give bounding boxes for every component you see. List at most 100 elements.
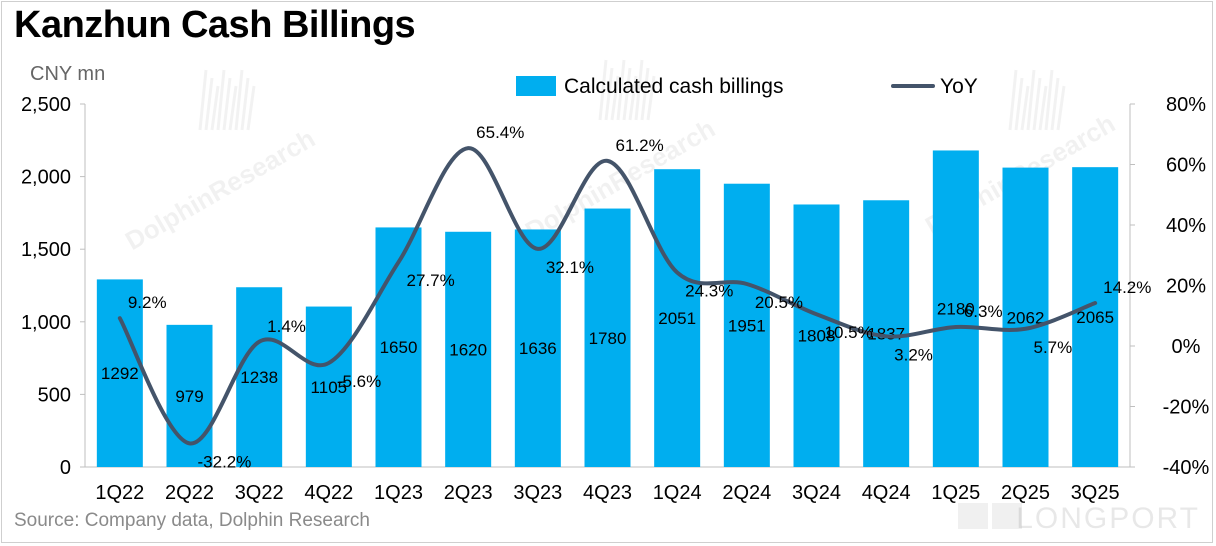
right-axis-tick-label: 0% [1172, 336, 1201, 358]
bar-value-label: 1650 [380, 338, 418, 357]
x-axis-tick-label: 3Q24 [792, 482, 841, 504]
watermark-stripe [210, 85, 220, 131]
bar [96, 279, 143, 467]
source-note: Source: Company data, Dolphin Research [14, 510, 370, 531]
watermark-stripe [222, 77, 232, 131]
yoy-value-label: 61.2% [616, 136, 664, 155]
x-axis-tick-label: 1Q24 [653, 482, 702, 504]
watermark-stripe [234, 69, 244, 131]
x-axis-tick-label: 4Q23 [583, 482, 632, 504]
watermark-stripe [216, 69, 226, 131]
x-axis-tick-label: 1Q25 [931, 482, 980, 504]
bar-value-label: 2180 [937, 300, 975, 319]
watermark-stripe [1056, 85, 1066, 131]
bar-value-label: 979 [175, 387, 203, 406]
watermark-stripe [1038, 85, 1048, 131]
yoy-value-label: 14.2% [1103, 278, 1151, 297]
watermark-stripe [628, 75, 638, 121]
bar [932, 150, 979, 468]
x-axis-tick-label: 3Q22 [235, 482, 284, 504]
yoy-value-label: 1.4% [267, 317, 306, 336]
watermark-stripe [610, 75, 620, 121]
watermark-stripe [646, 75, 656, 121]
x-axis-tick-label: 4Q22 [304, 482, 353, 504]
watermark-stripe [640, 67, 650, 121]
bar [445, 231, 492, 467]
watermark-stripe [228, 85, 238, 131]
bar [305, 306, 352, 467]
watermark-stripe [1014, 77, 1024, 131]
yoy-value-label: 65.4% [476, 123, 524, 142]
x-axis-tick-label: 2Q25 [1001, 482, 1050, 504]
bar [584, 208, 631, 467]
watermark-stripe [616, 59, 626, 121]
yoy-line [117, 146, 1098, 446]
bar-value-label: 1292 [101, 364, 139, 383]
left-axis-tick-label: 2,500 [21, 94, 71, 116]
brand-logo-mark [958, 503, 1026, 529]
right-axis-tick-label: 40% [1166, 215, 1206, 237]
watermark-stripe [198, 69, 208, 131]
bar-value-label: 1620 [449, 340, 487, 359]
legend-label-line: YoY [940, 75, 978, 98]
chart-title: Kanzhun Cash Billings [14, 4, 416, 46]
left-axis-unit: CNY mn [30, 63, 106, 85]
bar [236, 287, 283, 467]
x-axis-tick-label: 2Q23 [444, 482, 493, 504]
x-axis-tick-label: 2Q24 [722, 482, 771, 504]
watermark-stripe [246, 85, 256, 131]
bar-value-label: 2051 [658, 309, 696, 328]
watermark-stripe [634, 59, 644, 121]
yoy-value-label: 3.2% [894, 345, 933, 364]
watermark-stripe [1044, 69, 1054, 131]
right-axis-tick-label: 80% [1166, 94, 1206, 116]
bar-value-label: 1951 [728, 316, 766, 335]
yoy-value-label: -32.2% [198, 452, 252, 471]
yoy-value-label: 24.3% [685, 281, 733, 300]
bar-value-label: 2065 [1076, 308, 1114, 327]
bar [1072, 167, 1119, 468]
legend-label-bars: Calculated cash billings [564, 75, 783, 98]
right-axis-tick-label: -20% [1163, 397, 1210, 419]
x-axis-tick-label: 1Q22 [95, 482, 144, 504]
bar [723, 183, 770, 468]
watermark-stripe [1032, 77, 1042, 131]
left-axis-tick-label: 2,000 [21, 167, 71, 189]
bar-value-label: 1636 [519, 339, 557, 358]
right-axis-tick-label: 20% [1166, 276, 1206, 298]
bar [375, 227, 422, 467]
watermark-stripe [1050, 77, 1060, 131]
left-axis-tick-label: 1,000 [21, 312, 71, 334]
x-axis-tick-label: 4Q24 [862, 482, 911, 504]
bar [654, 169, 701, 467]
right-axis-tick-label: -40% [1163, 457, 1210, 479]
bar-value-label: 1837 [867, 325, 905, 344]
yoy-value-label: 9.2% [128, 293, 167, 312]
bar [793, 204, 840, 467]
watermark-stripe [240, 77, 250, 131]
watermark-stripe [598, 59, 608, 121]
right-axis-tick-label: 60% [1166, 155, 1206, 177]
x-axis-tick-label: 3Q23 [513, 482, 562, 504]
bar-value-label: 2062 [1007, 308, 1045, 327]
bar [514, 229, 561, 467]
watermark-stripe [1020, 85, 1030, 131]
yoy-value-label: 27.7% [407, 271, 455, 290]
x-axis-tick-label: 3Q25 [1071, 482, 1120, 504]
bar-value-label: 1780 [589, 329, 627, 348]
watermark-stripe [204, 77, 214, 131]
yoy-value-label: 10.5% [825, 323, 873, 342]
left-axis-tick-label: 500 [38, 384, 71, 406]
yoy-value-label: -5.6% [337, 372, 381, 391]
bar-value-label: 1238 [240, 368, 278, 387]
x-axis-tick-label: 2Q22 [165, 482, 214, 504]
watermark-stripe [1026, 69, 1036, 131]
watermark-stripe [1008, 69, 1018, 131]
brand-watermark: LONGPORT [1016, 502, 1200, 535]
bar-value-label: 1105 [311, 378, 348, 397]
yoy-value-label: 20.5% [755, 293, 803, 312]
yoy-value-label: 6.3% [964, 302, 1003, 321]
yoy-value-label: 32.1% [546, 258, 594, 277]
